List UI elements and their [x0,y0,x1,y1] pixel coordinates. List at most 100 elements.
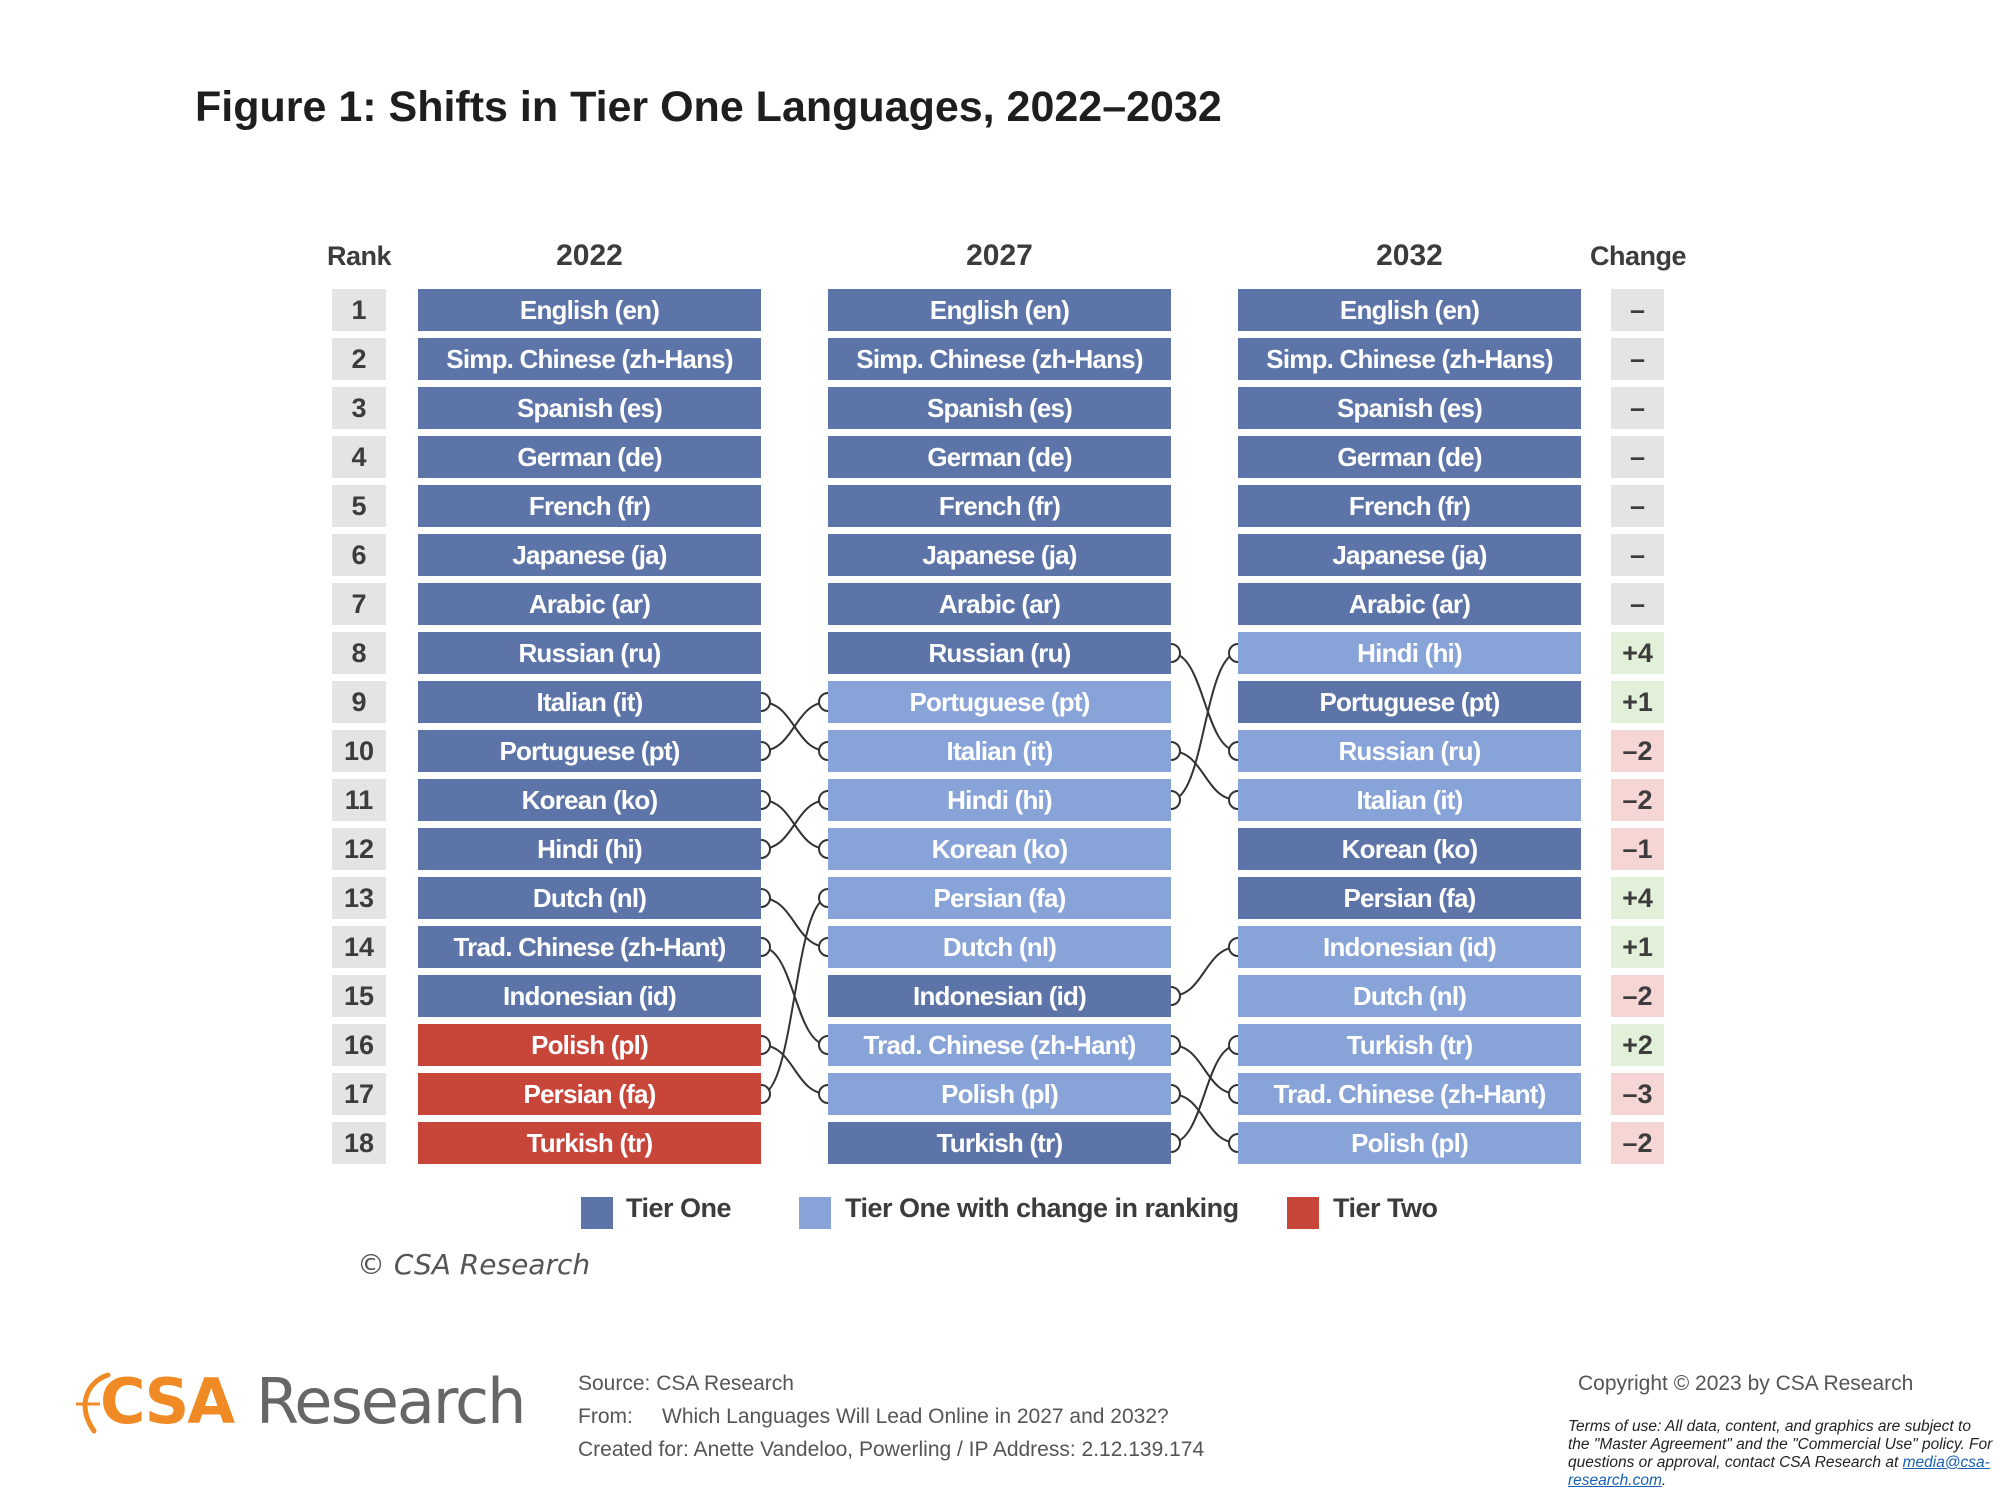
rank-cell: 10 [332,730,386,772]
logo-csa: CSA [100,1365,235,1438]
language-cell-2027: Indonesian (id) [828,975,1171,1017]
from-line: From: Which Languages Will Lead Online i… [578,1405,1169,1428]
language-cell-2022: Dutch (nl) [418,877,761,919]
language-cell-2022: Portuguese (pt) [418,730,761,772]
language-cell-2032: French (fr) [1238,485,1581,527]
language-cell-2032: Russian (ru) [1238,730,1581,772]
created-for-line: Created for: Anette Vandeloo, Powerling … [578,1438,1205,1461]
language-cell-2032: Indonesian (id) [1238,926,1581,968]
language-cell-2022: Simp. Chinese (zh-Hans) [418,338,761,380]
language-cell-2027: English (en) [828,289,1171,331]
change-cell: +4 [1611,632,1664,674]
year-2022-header: 2022 [556,239,623,272]
change-cell: +1 [1611,926,1664,968]
change-cell: –2 [1611,1122,1664,1164]
rank-cell: 5 [332,485,386,527]
shift-2027-2032-connector [1170,1044,1239,1095]
shift-2027-2032-connector [1170,1044,1239,1144]
terms-text: Terms of use: All data, content, and gra… [1568,1418,1993,1471]
shift-2022-2027-connector [760,897,829,1095]
language-cell-2027: French (fr) [828,485,1171,527]
language-cell-2027: Dutch (nl) [828,926,1171,968]
language-cell-2032: Turkish (tr) [1238,1024,1581,1066]
language-cell-2027: Korean (ko) [828,828,1171,870]
change-cell: – [1611,338,1664,380]
shift-2027-2032-connector [1170,652,1239,752]
language-cell-2022: Trad. Chinese (zh-Hant) [418,926,761,968]
language-cell-2027: Persian (fa) [828,877,1171,919]
rank-cell: 6 [332,534,386,576]
language-cell-2032: Arabic (ar) [1238,583,1581,625]
change-cell: –2 [1611,975,1664,1017]
rank-cell: 13 [332,877,386,919]
copyright-line: Copyright © 2023 by CSA Research [1578,1372,1914,1395]
shift-2027-2032-connector [1170,1093,1239,1144]
language-cell-2032: Japanese (ja) [1238,534,1581,576]
language-cell-2022: Polish (pl) [418,1024,761,1066]
language-cell-2027: Spanish (es) [828,387,1171,429]
change-cell: – [1611,387,1664,429]
change-cell: –3 [1611,1073,1664,1115]
legend-label-tier-one: Tier One [626,1193,732,1223]
shift-2027-2032-connector [1170,750,1239,801]
language-cell-2022: Korean (ko) [418,779,761,821]
language-cell-2032: Korean (ko) [1238,828,1581,870]
change-cell: +2 [1611,1024,1664,1066]
rank-cell: 2 [332,338,386,380]
rank-cell: 15 [332,975,386,1017]
language-cell-2022: Russian (ru) [418,632,761,674]
rank-header: Rank [326,241,392,271]
change-header: Change [1590,241,1687,271]
change-cell: – [1611,485,1664,527]
language-cell-2027: Italian (it) [828,730,1171,772]
language-cell-2032: German (de) [1238,436,1581,478]
rank-cell: 18 [332,1122,386,1164]
language-cell-2032: Portuguese (pt) [1238,681,1581,723]
language-cell-2022: Arabic (ar) [418,583,761,625]
csa-logo-swoosh-icon [76,1372,111,1434]
language-cell-2022: Japanese (ja) [418,534,761,576]
language-cell-2027: Turkish (tr) [828,1122,1171,1164]
rank-cell: 8 [332,632,386,674]
change-cell: – [1611,436,1664,478]
change-cell: –2 [1611,730,1664,772]
shift-2027-2032-connector [1170,652,1239,801]
change-cell: +1 [1611,681,1664,723]
language-cell-2027: German (de) [828,436,1171,478]
legend-swatch-tier-two [1287,1197,1319,1229]
language-cell-2027: Japanese (ja) [828,534,1171,576]
language-cell-2022: Italian (it) [418,681,761,723]
rank-cell: 16 [332,1024,386,1066]
language-cell-2022: Indonesian (id) [418,975,761,1017]
shift-2022-2027-connector [760,799,829,850]
legend-swatch-tier-one-changed [799,1197,831,1229]
rank-cell: 4 [332,436,386,478]
language-cell-2032: Simp. Chinese (zh-Hans) [1238,338,1581,380]
change-cell: – [1611,534,1664,576]
year-2027-header: 2027 [966,239,1033,272]
shift-2022-2027-connector [760,701,829,752]
change-cell: – [1611,583,1664,625]
rank-cell: 3 [332,387,386,429]
change-cell: +4 [1611,877,1664,919]
legend-swatch-tier-one [581,1197,613,1229]
language-cell-2027: Polish (pl) [828,1073,1171,1115]
shift-2027-2032-connector [1170,946,1239,997]
logo-research: Research [256,1365,526,1438]
contact-email-link[interactable]: media@csa-research.com [1568,1454,1990,1489]
language-cell-2027: Hindi (hi) [828,779,1171,821]
change-cell: – [1611,289,1664,331]
rank-cell: 11 [332,779,386,821]
language-cell-2032: Dutch (nl) [1238,975,1581,1017]
language-cell-2027: Simp. Chinese (zh-Hans) [828,338,1171,380]
language-cell-2022: Spanish (es) [418,387,761,429]
language-cell-2027: Arabic (ar) [828,583,1171,625]
chart-copyright: © CSA Research [357,1248,591,1281]
language-cell-2027: Russian (ru) [828,632,1171,674]
language-cell-2032: English (en) [1238,289,1581,331]
source-line: Source: CSA Research [578,1372,794,1395]
change-cell: –2 [1611,779,1664,821]
language-cell-2032: Spanish (es) [1238,387,1581,429]
language-cell-2032: Hindi (hi) [1238,632,1581,674]
language-cell-2027: Trad. Chinese (zh-Hant) [828,1024,1171,1066]
